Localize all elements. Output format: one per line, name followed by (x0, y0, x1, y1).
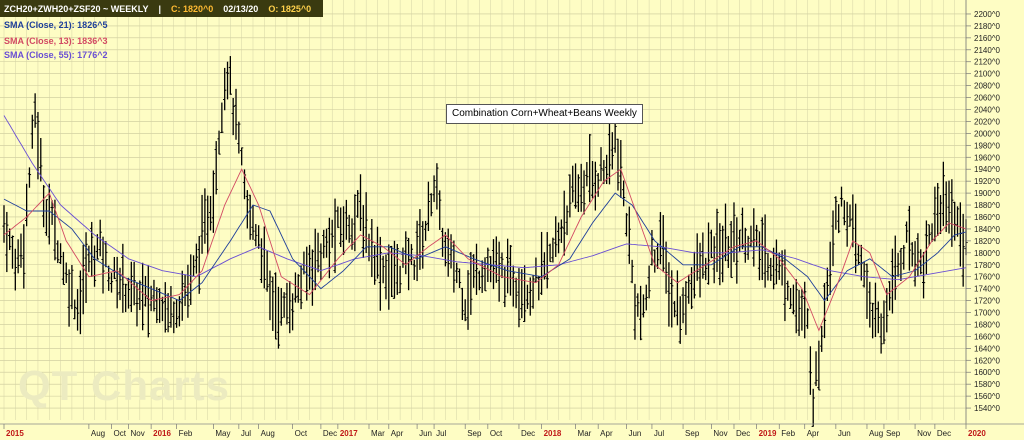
x-year-label: 2015 (6, 429, 24, 438)
y-tick-label: 2100^0 (974, 70, 1001, 79)
x-month-label: Jul (241, 429, 251, 438)
x-month-label: Dec (323, 429, 337, 438)
x-month-label: Mar (578, 429, 592, 438)
y-tick-label: 1760^0 (974, 273, 1001, 282)
y-tick-label: 1880^0 (974, 201, 1001, 210)
x-month-label: Apr (600, 429, 613, 438)
x-month-label: Sep (467, 429, 482, 438)
chart-annotation[interactable]: Combination Corn+Wheat+Beans Weekly (446, 104, 643, 124)
x-year-label: 2020 (968, 429, 986, 438)
x-month-label: Nov (917, 429, 931, 438)
open-value: O: 1825^0 (268, 3, 312, 14)
y-tick-label: 1900^0 (974, 189, 1001, 198)
y-tick-label: 1800^0 (974, 249, 1001, 258)
x-month-label: Nov (130, 429, 144, 438)
y-tick-label: 2140^0 (974, 46, 1001, 55)
y-tick-label: 1580^0 (974, 380, 1001, 389)
x-month-label: Nov (713, 429, 727, 438)
x-month-label: Oct (295, 429, 308, 438)
x-month-label: Sep (886, 429, 901, 438)
x-month-label: Dec (937, 429, 951, 438)
x-month-label: Dec (736, 429, 750, 438)
sma-55-line (3, 115, 967, 281)
y-tick-label: 1740^0 (974, 285, 1001, 294)
y-tick-label: 1920^0 (974, 177, 1001, 186)
x-month-label: Sep (685, 429, 700, 438)
x-year-label: 2017 (340, 429, 358, 438)
y-tick-label: 1820^0 (974, 237, 1001, 246)
x-month-label: Aug (869, 429, 883, 438)
y-tick-label: 2020^0 (974, 117, 1001, 126)
y-tick-label: 1940^0 (974, 165, 1001, 174)
sma-21-label[interactable]: SMA (Close, 21): 1826^5 (4, 20, 108, 30)
y-tick-label: 2180^0 (974, 22, 1001, 31)
x-month-label: Mar (371, 429, 385, 438)
watermark: QT Charts (18, 362, 231, 409)
x-month-label: Aug (91, 429, 105, 438)
price-bars (2, 56, 968, 427)
y-tick-label: 1680^0 (974, 320, 1001, 329)
symbol-label: ZCH20+ZWH20+ZSF20 ~ WEEKLY (4, 3, 149, 14)
y-tick-label: 1720^0 (974, 297, 1001, 306)
y-tick-label: 1640^0 (974, 344, 1001, 353)
close-value: C: 1820^0 (171, 3, 214, 14)
y-tick-label: 1780^0 (974, 261, 1001, 270)
symbol-header[interactable]: ZCH20+ZWH20+ZSF20 ~ WEEKLY | C: 1820^0 0… (0, 0, 323, 17)
x-month-label: May (215, 429, 230, 438)
y-tick-label: 2200^0 (974, 10, 1001, 19)
x-month-label: Jul (654, 429, 664, 438)
x-year-label: 2016 (153, 429, 171, 438)
y-tick-label: 1600^0 (974, 368, 1001, 377)
y-tick-label: 2060^0 (974, 94, 1001, 103)
bar-date: 02/13/20 (223, 3, 259, 14)
y-tick-label: 2160^0 (974, 34, 1001, 43)
x-month-label: Oct (490, 429, 503, 438)
y-tick-label: 2000^0 (974, 129, 1001, 138)
x-year-label: 2018 (544, 429, 562, 438)
chart-grid (0, 0, 967, 420)
x-axis: 2015 Aug Oct Nov 2016 Feb May Jul Aug Oct Dec 2017 M… (0, 423, 1024, 438)
y-tick-label: 2120^0 (974, 58, 1001, 67)
y-tick-label: 2080^0 (974, 82, 1001, 91)
x-month-label: Feb (179, 429, 193, 438)
y-tick-label: 1700^0 (974, 309, 1001, 318)
y-tick-label: 1540^0 (974, 404, 1001, 413)
sma-55-label[interactable]: SMA (Close, 55): 1776^2 (4, 50, 108, 60)
x-month-label: Dec (521, 429, 535, 438)
y-tick-label: 1620^0 (974, 356, 1001, 365)
x-month-label: Feb (781, 429, 795, 438)
y-tick-label: 1560^0 (974, 392, 1001, 401)
x-month-label: Apr (391, 429, 404, 438)
x-month-label: Jun (838, 429, 851, 438)
x-month-label: Oct (114, 429, 127, 438)
y-tick-label: 1960^0 (974, 153, 1001, 162)
y-tick-label: 1840^0 (974, 225, 1001, 234)
x-month-label: Jun (628, 429, 641, 438)
sma-13-line (3, 168, 967, 332)
x-month-label: Jul (436, 429, 446, 438)
x-year-label: 2019 (759, 429, 777, 438)
x-month-label: Apr (807, 429, 820, 438)
sma-21-line (3, 192, 967, 302)
x-month-label: Jun (419, 429, 432, 438)
y-tick-label: 2040^0 (974, 106, 1001, 115)
x-month-label: Aug (261, 429, 275, 438)
moving-averages (3, 115, 967, 332)
header-separator: | (158, 3, 161, 14)
sma-13-label[interactable]: SMA (Close, 13): 1836^3 (4, 36, 108, 46)
y-tick-label: 1980^0 (974, 141, 1001, 150)
y-axis: 1540^0 1560^0 1580^0 1600^0 1620^0 1640^0 1660… (965, 0, 1001, 424)
y-tick-label: 1860^0 (974, 213, 1001, 222)
y-tick-label: 1660^0 (974, 332, 1001, 341)
